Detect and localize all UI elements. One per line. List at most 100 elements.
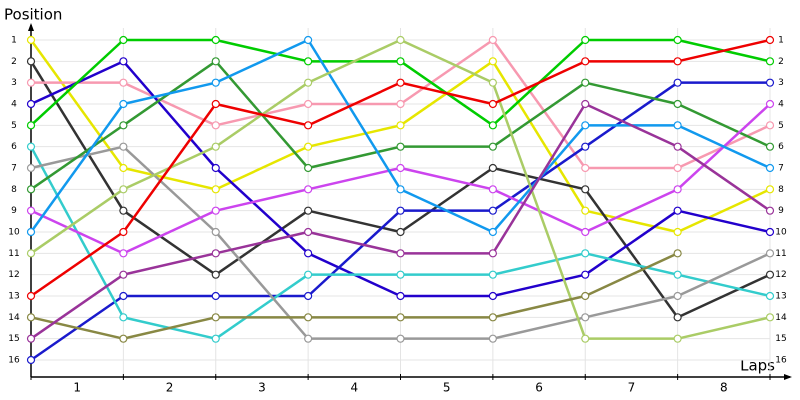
- point-marker: [673, 227, 682, 237]
- point-marker: [304, 334, 313, 343]
- point-marker: [488, 57, 497, 66]
- point-marker: [26, 121, 36, 130]
- y-tick-label: 13: [8, 292, 19, 302]
- point-marker: [304, 57, 313, 66]
- point-marker: [304, 249, 313, 258]
- point-marker: [673, 35, 682, 45]
- y-tick-label-right: 1: [778, 36, 784, 46]
- point-marker: [304, 270, 313, 279]
- y-tick-label-right: 14: [775, 313, 787, 323]
- x-tick-label: 4: [350, 381, 358, 395]
- point-marker: [211, 163, 220, 173]
- point-marker: [765, 313, 775, 322]
- point-marker: [581, 270, 590, 279]
- point-marker: [396, 270, 405, 279]
- point-marker: [581, 99, 590, 109]
- point-marker: [119, 227, 128, 237]
- point-marker: [673, 142, 682, 151]
- point-marker: [673, 121, 682, 130]
- point-marker: [581, 163, 590, 173]
- y-tick-label: 2: [11, 57, 17, 67]
- point-marker: [488, 99, 497, 109]
- point-marker: [765, 206, 775, 215]
- point-marker: [765, 35, 775, 45]
- y-tick-label: 9: [11, 206, 17, 216]
- point-marker: [119, 142, 128, 151]
- point-marker: [26, 78, 36, 87]
- x-tick-label: 8: [720, 381, 728, 395]
- point-marker: [581, 185, 590, 194]
- point-marker: [211, 249, 220, 258]
- y-tick-label: 15: [8, 334, 19, 344]
- point-marker: [26, 313, 36, 322]
- y-tick-label-right: 6: [778, 142, 784, 152]
- x-tick-label: 1: [73, 381, 81, 395]
- point-marker: [488, 249, 497, 258]
- point-marker: [581, 206, 590, 215]
- point-marker: [396, 249, 405, 258]
- y-tick-label-right: 5: [778, 121, 784, 131]
- point-marker: [765, 121, 775, 130]
- point-marker: [211, 206, 220, 215]
- point-marker: [304, 227, 313, 237]
- point-marker: [396, 163, 405, 173]
- point-marker: [488, 142, 497, 151]
- point-marker: [26, 185, 36, 194]
- point-marker: [673, 185, 682, 194]
- point-marker: [26, 57, 36, 66]
- point-marker: [211, 291, 220, 301]
- point-marker: [119, 99, 128, 109]
- point-marker: [119, 35, 128, 45]
- point-marker: [581, 35, 590, 45]
- x-tick-label: 3: [258, 381, 266, 395]
- y-tick-label: 3: [11, 78, 17, 88]
- point-marker: [211, 57, 220, 66]
- point-marker: [211, 227, 220, 237]
- point-marker: [26, 99, 36, 109]
- point-marker: [119, 185, 128, 194]
- point-marker: [211, 270, 220, 279]
- point-marker: [673, 78, 682, 87]
- point-marker: [26, 206, 36, 215]
- point-marker: [396, 78, 405, 87]
- point-marker: [396, 99, 405, 109]
- y-tick-label-right: 2: [778, 57, 784, 67]
- point-marker: [119, 249, 128, 258]
- point-marker: [581, 121, 590, 130]
- point-marker: [673, 206, 682, 215]
- point-marker: [673, 163, 682, 173]
- point-marker: [673, 249, 682, 258]
- point-marker: [211, 313, 220, 322]
- y-tick-label-right: 15: [775, 334, 786, 344]
- y-tick-label: 14: [8, 313, 20, 323]
- point-marker: [396, 206, 405, 215]
- point-marker: [581, 142, 590, 151]
- point-marker: [396, 121, 405, 130]
- y-tick-label: 4: [11, 100, 17, 110]
- point-marker: [488, 270, 497, 279]
- point-marker: [673, 57, 682, 66]
- point-marker: [581, 57, 590, 66]
- point-marker: [26, 249, 36, 258]
- point-marker: [304, 206, 313, 215]
- point-marker: [673, 291, 682, 301]
- point-marker: [26, 291, 36, 301]
- point-marker: [396, 185, 405, 194]
- point-marker: [765, 142, 775, 151]
- x-tick-label: 5: [443, 381, 451, 395]
- y-axis-label: Position: [4, 6, 62, 24]
- series-line: [30, 252, 679, 340]
- point-marker: [119, 334, 128, 343]
- point-marker: [304, 291, 313, 301]
- point-marker: [488, 185, 497, 194]
- point-marker: [211, 78, 220, 87]
- point-marker: [304, 185, 313, 194]
- point-marker: [26, 334, 36, 343]
- point-marker: [26, 142, 36, 151]
- point-marker: [119, 270, 128, 279]
- y-tick-label: 6: [11, 142, 17, 152]
- y-tick-label: 5: [11, 121, 17, 131]
- point-marker: [396, 35, 405, 45]
- point-marker: [581, 291, 590, 301]
